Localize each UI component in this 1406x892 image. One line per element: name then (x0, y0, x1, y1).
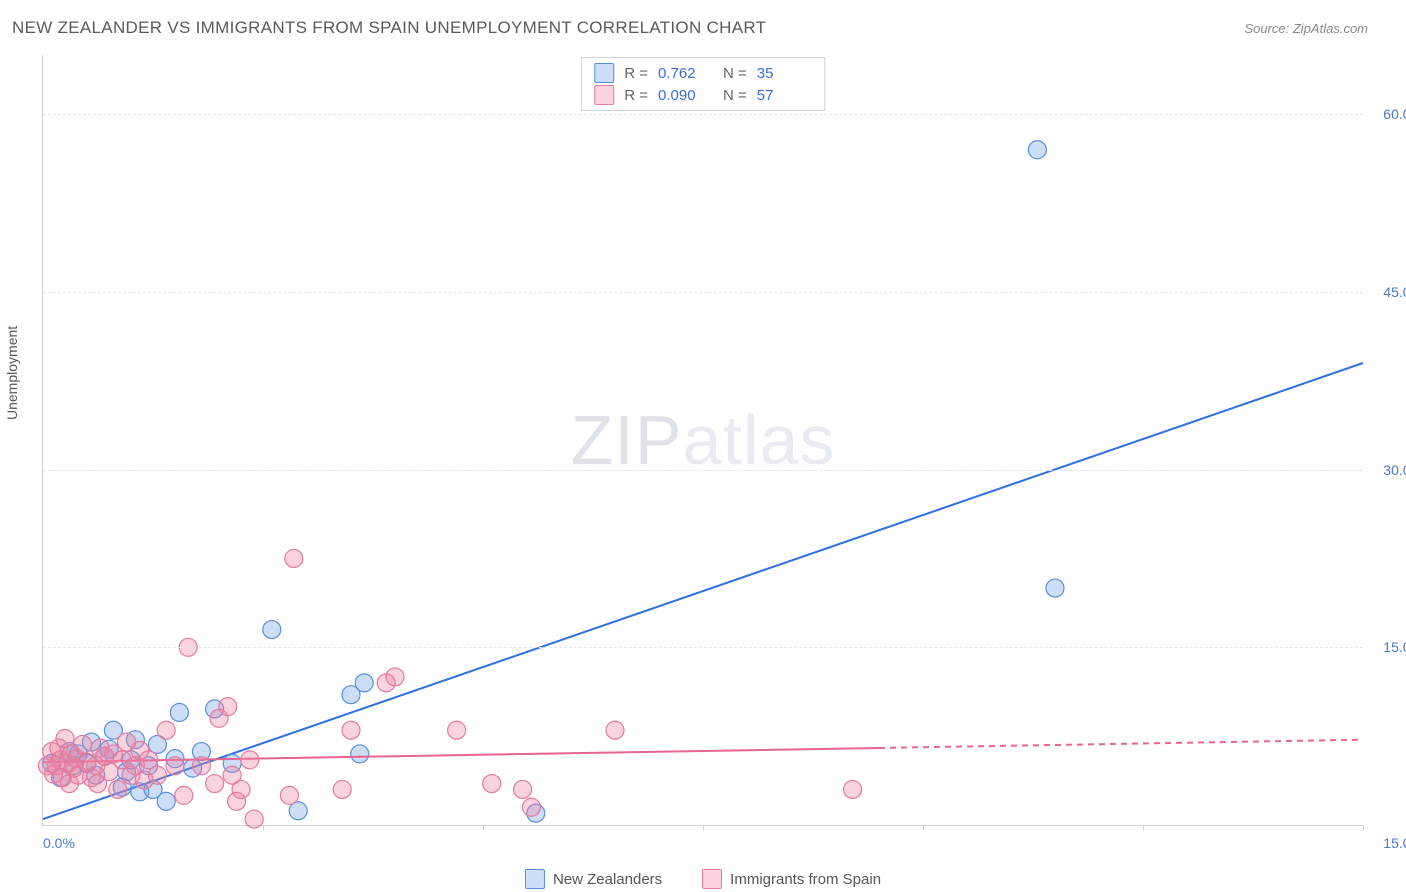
legend-swatch-blue (525, 869, 545, 889)
tick-v (703, 825, 704, 831)
legend-swatch-pink (702, 869, 722, 889)
legend-n-value: 57 (757, 87, 812, 104)
ytick-label: 60.0% (1383, 106, 1406, 122)
gridline-h (43, 292, 1363, 293)
xtick-label: 0.0% (43, 835, 75, 851)
tick-v (1143, 825, 1144, 831)
legend-r-label: R = (624, 87, 648, 104)
ytick-label: 15.0% (1383, 639, 1406, 655)
legend-series: New Zealanders Immigrants from Spain (525, 869, 881, 889)
legend-r-label: R = (624, 65, 648, 82)
ytick-label: 45.0% (1383, 284, 1406, 300)
legend-label-spain: Immigrants from Spain (730, 871, 881, 888)
legend-r-value: 0.762 (658, 65, 713, 82)
ytick-label: 30.0% (1383, 462, 1406, 478)
xtick-label: 15.0% (1383, 835, 1406, 851)
legend-n-label: N = (723, 87, 747, 104)
tick-v (483, 825, 484, 831)
legend-row-spain: R = 0.090 N = 57 (594, 84, 812, 106)
tick-v (263, 825, 264, 831)
legend-r-value: 0.090 (658, 87, 713, 104)
legend-swatch-blue (594, 63, 614, 83)
chart-title: NEW ZEALANDER VS IMMIGRANTS FROM SPAIN U… (12, 18, 766, 38)
legend-label-nz: New Zealanders (553, 871, 662, 888)
legend-correlation: R = 0.762 N = 35 R = 0.090 N = 57 (581, 57, 825, 111)
tick-v (923, 825, 924, 831)
tick-v (1363, 825, 1364, 831)
gridline-h (43, 470, 1363, 471)
gridline-h (43, 114, 1363, 115)
legend-row-nz: R = 0.762 N = 35 (594, 62, 812, 84)
legend-item-nz: New Zealanders (525, 869, 662, 889)
gridline-h (43, 647, 1363, 648)
scatter-plot (43, 55, 1363, 825)
legend-swatch-pink (594, 85, 614, 105)
y-axis-label: Unemployment (4, 326, 20, 420)
legend-n-value: 35 (757, 65, 812, 82)
source-label: Source: ZipAtlas.com (1244, 21, 1368, 36)
chart-area: ZIPatlas R = 0.762 N = 35 R = 0.090 N = … (42, 55, 1363, 826)
legend-item-spain: Immigrants from Spain (702, 869, 881, 889)
legend-n-label: N = (723, 65, 747, 82)
